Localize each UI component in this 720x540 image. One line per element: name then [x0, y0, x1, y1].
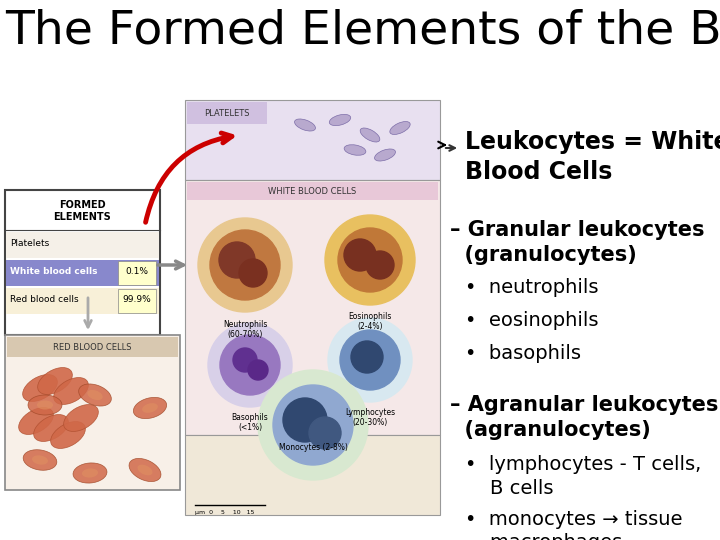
Ellipse shape [390, 122, 410, 134]
Ellipse shape [133, 397, 166, 418]
Ellipse shape [73, 463, 107, 483]
Ellipse shape [54, 377, 89, 404]
Ellipse shape [37, 401, 53, 409]
Text: 0.1%: 0.1% [125, 267, 148, 276]
Text: Lymphocytes
(20-30%): Lymphocytes (20-30%) [345, 408, 395, 427]
Bar [6, 288, 159, 314]
Ellipse shape [19, 408, 53, 435]
Text: •  monocytes → tissue
    macrophages: • monocytes → tissue macrophages [465, 510, 683, 540]
Circle shape [340, 330, 400, 390]
Ellipse shape [142, 403, 158, 413]
Bar [5, 190, 160, 335]
Ellipse shape [138, 465, 153, 475]
Text: •  neutrophils: • neutrophils [465, 278, 598, 297]
Ellipse shape [28, 395, 62, 415]
Text: Basophils
(<1%): Basophils (<1%) [232, 413, 269, 433]
Circle shape [344, 239, 376, 271]
Circle shape [309, 417, 341, 449]
Circle shape [338, 228, 402, 292]
Bar [6, 260, 159, 286]
Ellipse shape [329, 114, 351, 126]
Circle shape [248, 360, 268, 380]
Ellipse shape [87, 390, 103, 400]
Text: •  eosinophils: • eosinophils [465, 311, 598, 330]
Ellipse shape [374, 149, 395, 161]
Ellipse shape [82, 469, 98, 477]
Text: Monocytes (2-8%): Monocytes (2-8%) [279, 443, 348, 452]
Bar [118, 261, 156, 285]
Circle shape [233, 348, 257, 372]
Ellipse shape [63, 404, 99, 431]
Bar [118, 289, 156, 313]
Circle shape [198, 218, 292, 312]
Text: μm  0    5    10   15: μm 0 5 10 15 [195, 510, 254, 515]
Ellipse shape [37, 368, 72, 394]
Circle shape [219, 242, 255, 278]
Ellipse shape [78, 384, 112, 406]
Circle shape [351, 341, 383, 373]
Ellipse shape [344, 145, 366, 156]
Ellipse shape [23, 450, 57, 470]
Bar [6, 232, 159, 258]
Text: FORMED
ELEMENTS: FORMED ELEMENTS [53, 200, 112, 221]
Bar [185, 100, 440, 180]
Circle shape [366, 251, 394, 279]
Bar [5, 335, 180, 490]
Bar [187, 182, 438, 200]
Ellipse shape [294, 119, 315, 131]
Text: Leukocytes = White
Blood Cells: Leukocytes = White Blood Cells [465, 130, 720, 184]
Text: Eosinophils
(2-4%): Eosinophils (2-4%) [348, 312, 392, 332]
Circle shape [283, 398, 327, 442]
Circle shape [239, 259, 267, 287]
Text: The Formed Elements of the Blood:: The Formed Elements of the Blood: [5, 8, 720, 53]
Circle shape [220, 335, 280, 395]
Text: Platelets: Platelets [10, 240, 49, 248]
Text: – Agranular leukocytes
  (agranulocytes): – Agranular leukocytes (agranulocytes) [450, 395, 719, 440]
Text: PLATELETS: PLATELETS [204, 109, 250, 118]
Text: Neutrophils
(60-70%): Neutrophils (60-70%) [222, 320, 267, 340]
Text: •  lymphocytes - T cells,
    B cells: • lymphocytes - T cells, B cells [465, 455, 701, 497]
Bar [7, 337, 178, 357]
Ellipse shape [50, 422, 86, 448]
Text: •  basophils: • basophils [465, 344, 581, 363]
Circle shape [325, 215, 415, 305]
Ellipse shape [34, 415, 68, 442]
Text: 99.9%: 99.9% [122, 295, 151, 305]
Circle shape [328, 318, 412, 402]
Circle shape [258, 370, 368, 480]
Text: WHITE BLOOD CELLS: WHITE BLOOD CELLS [269, 186, 356, 195]
Circle shape [273, 385, 353, 465]
Bar [185, 180, 440, 435]
Bar [185, 435, 440, 515]
Circle shape [208, 323, 292, 407]
Text: White blood cells: White blood cells [10, 267, 97, 276]
Circle shape [210, 230, 280, 300]
Ellipse shape [32, 455, 48, 464]
Ellipse shape [129, 458, 161, 482]
Text: – Granular leukocytes
  (granulocytes): – Granular leukocytes (granulocytes) [450, 220, 704, 265]
Text: RED BLOOD CELLS: RED BLOOD CELLS [53, 342, 132, 352]
Ellipse shape [22, 375, 58, 401]
Ellipse shape [360, 128, 380, 142]
Bar [187, 102, 267, 124]
Text: Red blood cells: Red blood cells [10, 295, 78, 305]
